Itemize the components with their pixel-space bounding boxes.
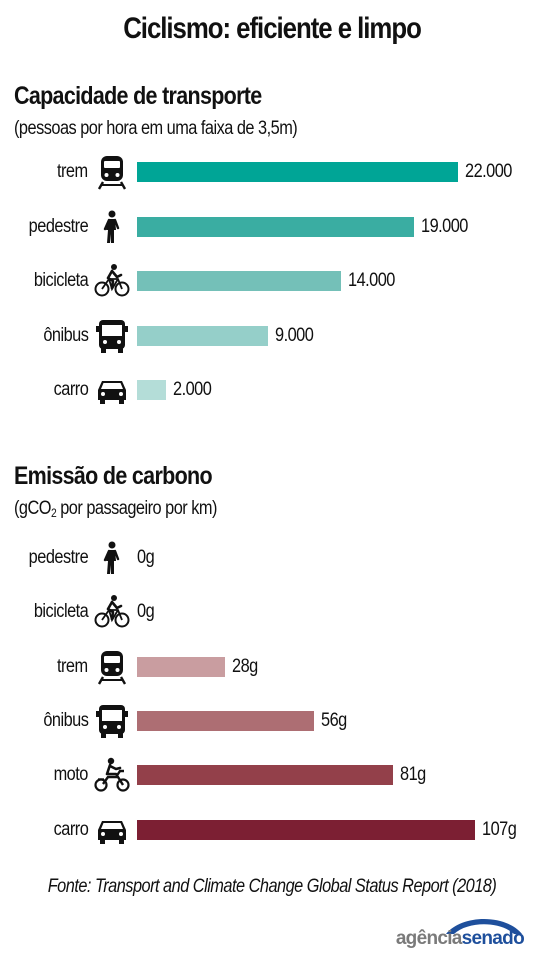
capacity-category-label: trem bbox=[57, 161, 88, 182]
emission-value-label: 0g bbox=[137, 601, 155, 623]
emission-bar bbox=[137, 819, 475, 840]
capacity-bar bbox=[137, 216, 414, 237]
capacity-row-2: bicicleta 14.000 bbox=[0, 261, 544, 301]
logo-text-part2: senado bbox=[461, 928, 525, 949]
emission-subtitle-part2: por passageiro por km) bbox=[56, 498, 217, 519]
emission-row-0: pedestre 0g bbox=[0, 538, 544, 578]
capacity-row-1: pedestre 19.000 bbox=[0, 207, 544, 247]
emission-bar bbox=[137, 710, 314, 731]
emission-category-label: ônibus bbox=[42, 709, 89, 731]
emission-bar bbox=[137, 765, 393, 786]
emission-value-label: 81g bbox=[400, 764, 426, 786]
bus-icon bbox=[94, 318, 130, 354]
emission-bar bbox=[137, 656, 225, 677]
emission-category-label: moto bbox=[53, 764, 89, 786]
emission-value-label: 28g bbox=[232, 655, 258, 677]
capacity-value-label: 22.000 bbox=[465, 161, 512, 182]
bicycle-icon bbox=[94, 594, 130, 630]
train-icon bbox=[94, 154, 130, 190]
capacity-value-label: 19.000 bbox=[421, 215, 468, 237]
capacity-bar bbox=[137, 380, 166, 400]
source-note: Fonte: Transport and Climate Change Glob… bbox=[47, 876, 497, 897]
capacity-category-label: carro bbox=[53, 379, 88, 400]
capacity-value-label: 9.000 bbox=[275, 324, 314, 346]
capacity-section-title: Capacidade de transporte bbox=[14, 82, 262, 110]
capacity-row-0: trem 22.000 bbox=[0, 152, 544, 192]
emission-category-label: trem bbox=[57, 655, 88, 677]
train-icon bbox=[94, 649, 130, 685]
capacity-category-label: bicicleta bbox=[33, 270, 89, 291]
emission-row-5: carro 107g bbox=[0, 810, 544, 850]
main-title: Ciclismo: eficiente e limpo bbox=[123, 12, 422, 45]
emission-section-title: Emissão de carbono bbox=[14, 462, 213, 490]
capacity-section-subtitle: (pessoas por hora em uma faixa de 3,5m) bbox=[14, 118, 298, 139]
capacity-row-4: carro 2.000 bbox=[0, 370, 544, 410]
capacity-category-label: pedestre bbox=[28, 215, 89, 237]
bus-icon bbox=[94, 703, 130, 739]
emission-value-label: 0g bbox=[137, 547, 155, 568]
pedestrian-icon bbox=[94, 209, 130, 245]
emission-subtitle-subscript: 2 bbox=[50, 506, 57, 520]
bicycle-icon bbox=[94, 263, 130, 299]
capacity-bar bbox=[137, 162, 458, 182]
emission-row-1: bicicleta 0g bbox=[0, 592, 544, 632]
capacity-category-label: ônibus bbox=[42, 324, 89, 346]
emission-value-label: 107g bbox=[482, 818, 517, 840]
motorcycle-icon bbox=[94, 757, 130, 793]
emission-row-2: trem 28g bbox=[0, 647, 544, 687]
capacity-bar bbox=[137, 325, 268, 346]
car-icon bbox=[94, 812, 130, 848]
emission-value-label: 56g bbox=[321, 709, 347, 731]
pedestrian-icon bbox=[94, 540, 130, 576]
emission-row-4: moto 81g bbox=[0, 755, 544, 795]
logo-arc-icon bbox=[446, 919, 522, 934]
capacity-bar bbox=[137, 271, 341, 291]
car-icon bbox=[94, 372, 130, 408]
capacity-value-label: 14.000 bbox=[348, 270, 395, 291]
capacity-value-label: 2.000 bbox=[173, 379, 212, 400]
logo-text: agênciasenado bbox=[395, 928, 525, 950]
emission-section-subtitle: (gCO2 por passageiro por km) bbox=[14, 498, 217, 520]
emission-category-label: carro bbox=[53, 818, 88, 840]
emission-subtitle-part1: (gCO bbox=[14, 498, 51, 519]
emission-row-3: ônibus 56g bbox=[0, 701, 544, 741]
agencia-senado-logo[interactable]: agênciasenado bbox=[364, 912, 525, 952]
emission-category-label: bicicleta bbox=[33, 601, 89, 623]
capacity-row-3: ônibus 9.000 bbox=[0, 316, 544, 356]
emission-category-label: pedestre bbox=[28, 547, 89, 568]
logo-text-part1: agência bbox=[395, 928, 463, 949]
